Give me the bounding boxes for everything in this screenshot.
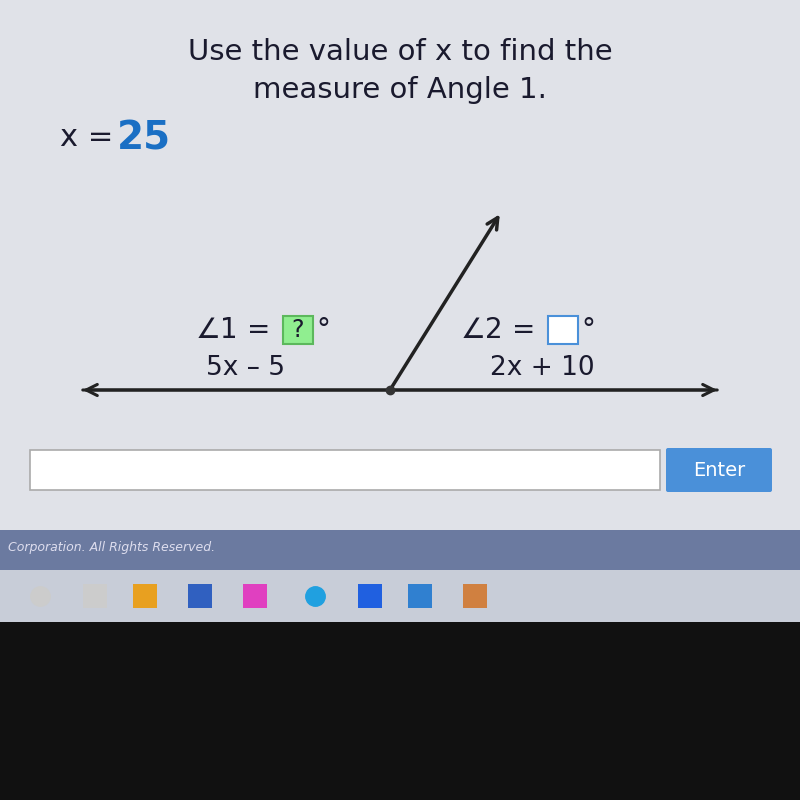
Bar [0,0,800,620]
FancyBboxPatch shape [666,448,772,492]
Text: °: ° [316,316,330,344]
Text: $\angle$2 =: $\angle$2 = [460,316,537,344]
Bar [463,584,487,608]
Bar [188,584,212,608]
Text: Enter: Enter [693,461,745,479]
Bar [358,584,382,608]
Text: ?: ? [292,318,304,342]
Text: 5x – 5: 5x – 5 [206,355,285,381]
Text: 25: 25 [117,119,171,157]
Bar [283,316,313,344]
Text: Use the value of x to find the: Use the value of x to find the [188,38,612,66]
Text: measure of Angle 1.: measure of Angle 1. [253,76,547,104]
Text: 2x + 10: 2x + 10 [490,355,594,381]
Bar [0,530,800,570]
Text: °: ° [581,316,595,344]
Bar [83,584,107,608]
Bar [243,584,267,608]
Text: Corporation. All Rights Reserved.: Corporation. All Rights Reserved. [8,542,215,554]
Bar [30,450,660,490]
Bar [0,622,800,800]
Bar [408,584,432,608]
Text: x =: x = [60,123,123,153]
Bar [133,584,157,608]
Bar [0,570,800,622]
Bar [548,316,578,344]
Text: $\angle$1 =: $\angle$1 = [195,316,272,344]
